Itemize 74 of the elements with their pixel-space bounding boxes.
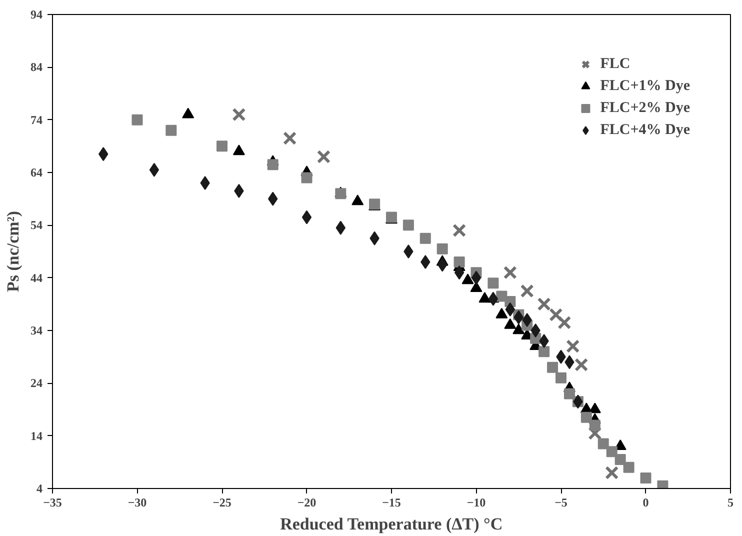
x-tick-label: 5 (728, 496, 734, 510)
y-tick-label: 44 (30, 270, 42, 285)
point (556, 372, 566, 384)
point (471, 270, 482, 285)
x-axis-title: Reduced Temperature (ΔT) °C (280, 514, 503, 534)
x-tick-label: 0 (642, 496, 649, 510)
x-tick-label: −15 (382, 496, 401, 510)
point (166, 124, 177, 136)
y-axis-title: Ps (nc/cm²) (4, 210, 22, 292)
point (282, 131, 297, 146)
point (470, 282, 482, 292)
point (598, 438, 609, 450)
point (564, 388, 575, 400)
point (182, 108, 194, 118)
y-tick-label: 94 (30, 8, 42, 22)
point (267, 159, 278, 170)
y-tick-label: 4 (36, 482, 42, 496)
point (402, 220, 414, 231)
point (216, 140, 228, 152)
point (232, 144, 245, 156)
point (538, 346, 550, 358)
y-tick-label: 54 (30, 218, 42, 232)
point (547, 362, 558, 373)
legend-label: FLC (600, 56, 630, 72)
y-tick-label: 14 (30, 428, 42, 443)
point (454, 256, 465, 268)
y-tick-label: 34 (30, 324, 42, 338)
point (316, 150, 331, 164)
point (504, 318, 516, 329)
point (537, 297, 551, 311)
point (520, 284, 534, 298)
point (352, 194, 364, 206)
point (496, 308, 508, 318)
point (566, 339, 580, 354)
point (580, 412, 592, 423)
x-tick-label: −20 (297, 496, 316, 510)
point (404, 244, 414, 258)
point (605, 466, 619, 480)
y-tick-label: 64 (30, 166, 42, 180)
point (436, 243, 448, 254)
point (301, 172, 312, 184)
point (420, 232, 431, 244)
legend-label: FLC+2% Dye (600, 100, 690, 116)
y-tick-label: 84 (30, 60, 42, 74)
point (640, 472, 652, 484)
point (606, 446, 618, 458)
point (574, 358, 588, 372)
point (232, 108, 246, 122)
point (623, 462, 634, 473)
point (589, 420, 600, 431)
point (614, 454, 626, 466)
x-tick-label: −30 (128, 496, 147, 510)
point (452, 224, 466, 238)
x-tick-label: −5 (554, 496, 568, 510)
y-tick-label: 74 (30, 112, 42, 127)
point (462, 274, 474, 284)
point (512, 324, 525, 334)
y-tick-label: 24 (30, 376, 42, 390)
point (503, 266, 517, 280)
point (588, 426, 602, 440)
point (530, 324, 540, 338)
point (558, 316, 572, 330)
x-tick-label: −10 (466, 496, 486, 510)
point (149, 162, 160, 177)
point (132, 114, 143, 126)
x-tick-label: −35 (43, 496, 62, 510)
x-tick-label: −25 (212, 496, 232, 510)
legend-label: FLC+1% Dye (600, 78, 690, 94)
legend-label: FLC+4% Dye (600, 122, 690, 138)
point (454, 266, 464, 280)
point (488, 292, 498, 306)
point (488, 278, 499, 289)
point (302, 210, 312, 224)
point (549, 308, 563, 322)
